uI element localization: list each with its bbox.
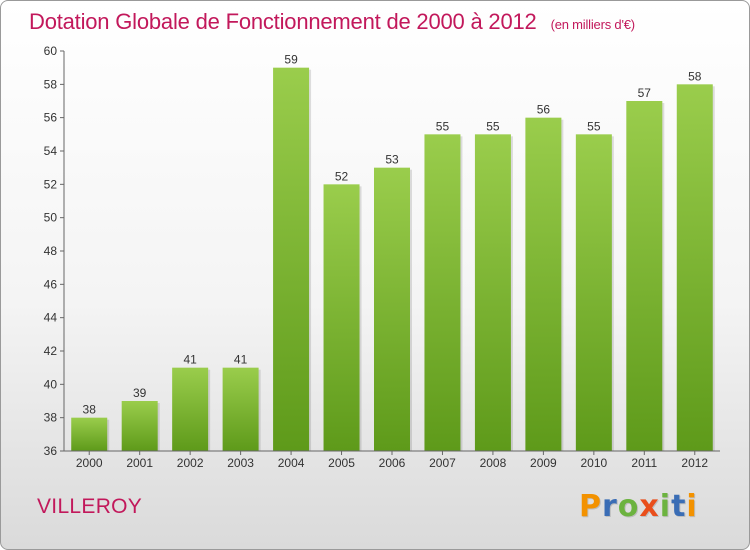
x-tick-label: 2006 — [379, 456, 406, 470]
value-label: 38 — [83, 403, 97, 417]
bar-2001 — [121, 401, 158, 451]
y-tick-label: 58 — [44, 77, 58, 91]
y-tick-label: 38 — [44, 411, 58, 425]
bars-layer: 38 39 41 41 59 52 53 55 55 56 55 57 58 — [71, 53, 715, 452]
bar-2003 — [222, 367, 259, 451]
logo-letter: o — [617, 489, 640, 524]
x-tick-label: 2008 — [480, 456, 507, 470]
x-tick-label: 2004 — [278, 456, 305, 470]
x-tick-label: 2010 — [580, 456, 607, 470]
value-label: 39 — [133, 386, 147, 400]
value-label: 53 — [385, 153, 399, 167]
x-tick-label: 2007 — [429, 456, 456, 470]
x-tick-label: 2011 — [631, 456, 657, 470]
title-unit: (en milliers d'€) — [550, 17, 636, 32]
x-tick-label: 2001 — [126, 456, 153, 470]
x-tick-label: 2005 — [328, 456, 355, 470]
bar-2005 — [323, 184, 360, 452]
y-tick-label: 52 — [44, 177, 58, 191]
value-label: 56 — [537, 103, 551, 117]
y-tick-label: 56 — [44, 111, 58, 125]
bar-2004 — [273, 67, 310, 452]
y-tick-label: 54 — [44, 144, 58, 158]
bar-2011 — [626, 101, 663, 451]
bar-2012 — [676, 84, 713, 451]
x-tick-label: 2009 — [530, 456, 557, 470]
bar-2010 — [575, 134, 612, 452]
y-tick-label: 40 — [44, 377, 58, 391]
x-tick-label: 2002 — [177, 456, 204, 470]
value-label: 41 — [234, 353, 248, 367]
bar-2007 — [424, 134, 461, 452]
bar-2000 — [71, 417, 108, 451]
value-label: 41 — [183, 353, 197, 367]
bar-2006 — [374, 167, 410, 451]
logo-letter: x — [639, 489, 660, 524]
logo-letter: i — [659, 489, 672, 524]
x-tick-label: 2000 — [76, 456, 103, 470]
value-label: 55 — [436, 119, 450, 133]
bar-2002 — [172, 367, 209, 451]
value-label: 55 — [587, 119, 601, 133]
value-label: 58 — [688, 69, 702, 83]
x-tick-label: 2012 — [681, 456, 708, 470]
chart-title: Dotation Globale de Fonctionnement de 20… — [29, 9, 635, 35]
y-tick-label: 50 — [44, 211, 58, 225]
y-tick-label: 42 — [44, 344, 58, 358]
logo-letter: r — [602, 489, 618, 524]
value-label: 59 — [284, 53, 298, 67]
logo-letter: i — [686, 489, 698, 524]
y-tick-label: 48 — [44, 244, 58, 258]
bar-2008 — [474, 134, 511, 452]
title-text: Dotation Globale de Fonctionnement de 20… — [29, 9, 537, 34]
y-tick-label: 46 — [44, 277, 58, 291]
x-tick-label: 2003 — [227, 456, 254, 470]
y-tick-label: 44 — [44, 311, 58, 325]
y-tick-label: 60 — [44, 44, 58, 58]
bar-2009 — [525, 117, 562, 452]
y-tick-label: 36 — [44, 444, 58, 458]
town-name: VILLEROY — [37, 495, 143, 518]
axes-layer: 2000 2001 2002 2003 2004 2005 2006 2007 2008 2009… — [44, 44, 720, 470]
value-label: 52 — [335, 169, 349, 183]
logo-letter: t — [671, 489, 687, 524]
logo-letter: P — [579, 489, 602, 524]
value-label: 55 — [486, 119, 500, 133]
proxiti-logo: Proxiti — [579, 489, 698, 524]
value-label: 57 — [638, 86, 652, 100]
